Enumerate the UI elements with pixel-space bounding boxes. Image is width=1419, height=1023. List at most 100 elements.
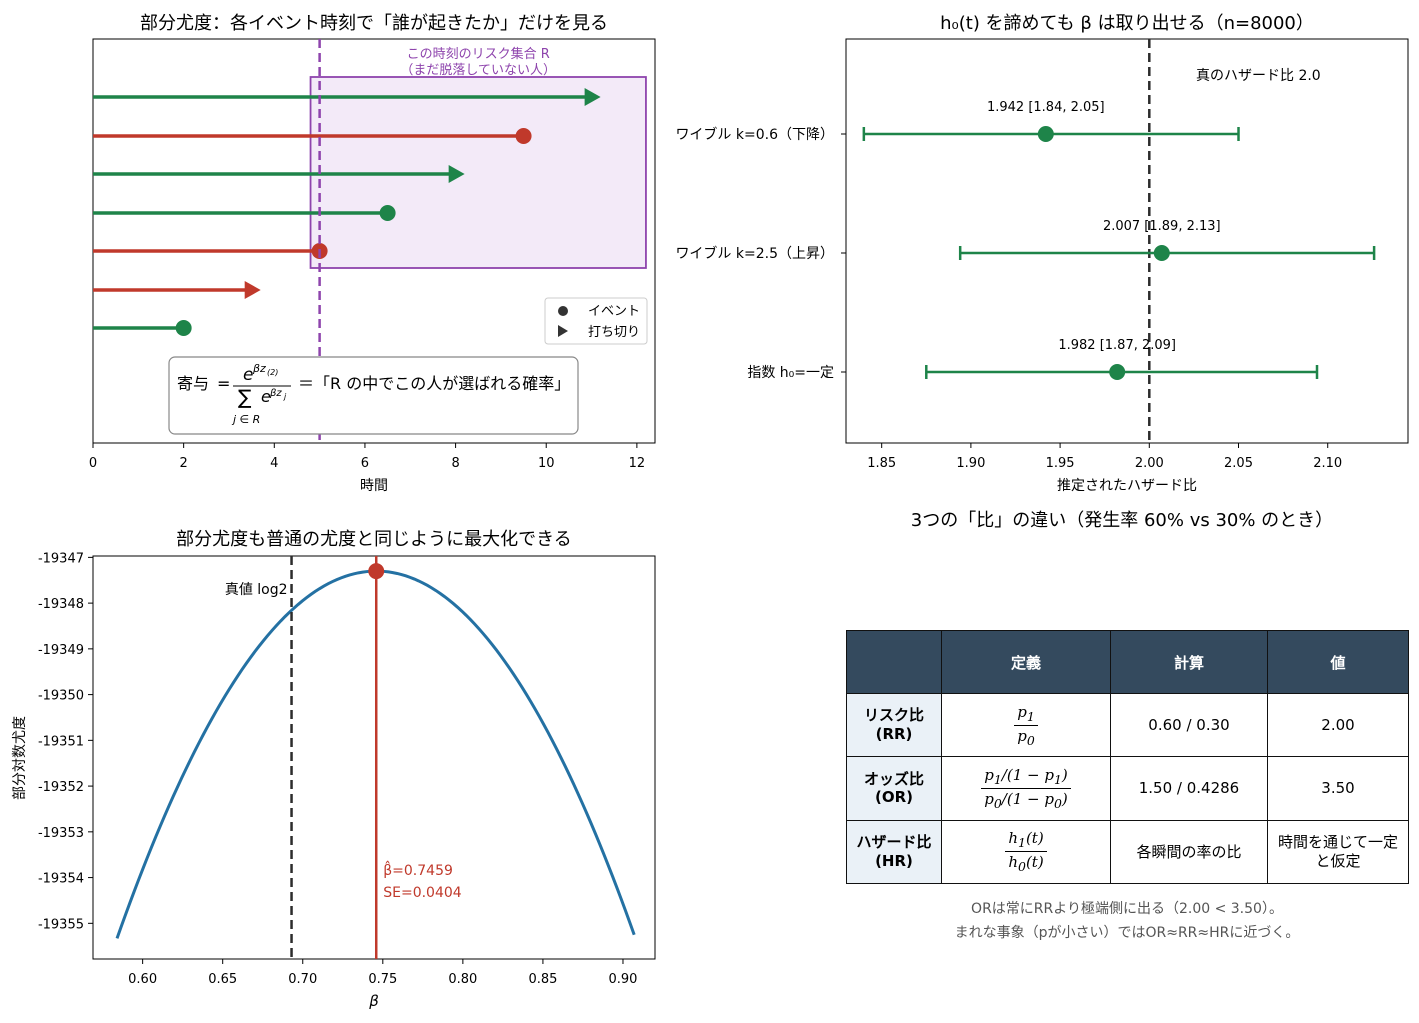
legend-event-label: イベント: [588, 304, 640, 319]
definition-or: p1/(1 − p1) p0/(1 − p0): [941, 756, 1111, 821]
x-tick-label: 0.90: [609, 972, 638, 987]
col-header-definition: 定義: [941, 630, 1111, 694]
svg-text:∑: ∑: [238, 385, 252, 409]
event-marker: [379, 205, 396, 221]
censor-marker: [244, 281, 261, 299]
row-name-hr: ハザード比 (HR): [846, 819, 942, 885]
censor-marker: [448, 165, 465, 183]
x-tick-label: 0.65: [208, 972, 237, 987]
y-tick-label: -19354: [38, 872, 84, 887]
svg-text:j ∈ R: j ∈ R: [231, 413, 260, 426]
value-line: 時間を通じて一定: [1277, 833, 1398, 852]
subject-line: [93, 281, 261, 299]
svg-text:βz: βz: [252, 362, 266, 375]
x-tick-label: 2.05: [1224, 456, 1253, 471]
panel-c-ylabel: 部分対数尤度: [12, 716, 28, 800]
panel-c-xlabel: β: [368, 992, 379, 1010]
row-label: 指数 h₀=一定: [747, 365, 834, 381]
x-tick-label: 0.70: [288, 972, 317, 987]
y-tick-label: -19350: [38, 689, 84, 704]
calc-hr: 各瞬間の率の比: [1110, 819, 1268, 885]
panel-c-frame: [92, 555, 656, 960]
x-tick-label: 2.10: [1313, 456, 1342, 471]
mle-point: [368, 563, 385, 580]
svg-text:e: e: [243, 365, 253, 385]
panel-risk-set: 部分尤度：各イベント時刻で「誰が起きたか」だけを見る この時刻のリスク集合 R …: [89, 13, 656, 494]
formula-label: 寄与: [177, 374, 209, 393]
table-row: リスク比 (RR) p1 p0 0.60 / 0.30 2.00: [846, 692, 1409, 758]
definition-hr: h1(t) h0(t): [941, 819, 1111, 885]
risk-set-label: この時刻のリスク集合 R: [407, 46, 550, 62]
value-line: と仮定: [1315, 851, 1361, 870]
x-tick-label: 0.60: [128, 972, 157, 987]
forest-row: 1.982 [1.87, 2.09] 指数 h₀=一定: [747, 338, 1319, 381]
svg-text:(2): (2): [267, 368, 278, 377]
point-estimate: [1153, 245, 1170, 261]
row-name-line: ハザード比: [856, 833, 932, 852]
panel-b-title: h₀(t) を諦めても β は取り出せる（n=8000）: [940, 13, 1314, 34]
x-tick-label: 1.85: [867, 456, 896, 471]
x-tick-label: 1.90: [956, 456, 985, 471]
subject-line: [93, 128, 532, 144]
y-tick-label: -19347: [38, 551, 84, 566]
x-tick-label: 8: [451, 456, 459, 471]
ratio-comparison-table: 定義 計算 値 リスク比 (RR) p1 p0 0.60 / 0.30 2.00 オ…: [846, 630, 1409, 885]
x-tick-label: 2: [180, 456, 188, 471]
formula-equals: =: [217, 374, 230, 393]
row-abbrev: (RR): [875, 725, 913, 744]
row-name-rr: リスク比 (RR): [846, 692, 942, 758]
forest-row: 2.007 [1.89, 2.13] ワイブル k=2.5（上昇）: [675, 219, 1376, 262]
legend-censor-label: 打ち切り: [588, 325, 640, 340]
y-tick-label: -19352: [38, 780, 84, 795]
table-note-2: まれな事象（pが小さい）ではOR≈RR≈HRに近づく。: [954, 925, 1300, 941]
y-tick-label: -19351: [38, 734, 84, 749]
col-header-blank: [846, 630, 942, 694]
value-hr: 時間を通じて一定 と仮定: [1267, 819, 1409, 885]
svg-text:e: e: [261, 387, 271, 406]
panel-a-title: 部分尤度：各イベント時刻で「誰が起きたか」だけを見る: [140, 13, 608, 34]
point-estimate: [1037, 126, 1054, 142]
svg-text:j: j: [283, 392, 287, 401]
svg-text:βz: βz: [269, 388, 282, 399]
mle-estimate-label: β̂=0.7459: [383, 860, 453, 879]
legend-censor-marker: [558, 325, 568, 337]
definition-rr: p1 p0: [941, 692, 1111, 758]
contribution-formula: 寄与 = e βz (2) ∑ e βz j j ∈ R ＝「R の中でこの人が…: [168, 356, 579, 435]
estimate-annotation: 1.982 [1.87, 2.09]: [1058, 338, 1176, 353]
true-hr-label: 真のハザード比 2.0: [1196, 68, 1321, 84]
estimate-annotation: 2.007 [1.89, 2.13]: [1103, 219, 1221, 234]
legend-event-marker: [558, 306, 568, 316]
col-header-calc: 計算: [1110, 630, 1268, 694]
subject-line: [93, 88, 601, 106]
subject-line: [93, 243, 328, 259]
row-abbrev: (OR): [874, 788, 913, 807]
row-name-or: オッズ比 (OR): [846, 756, 942, 821]
event-marker: [175, 320, 192, 336]
table-note-1: ORは常にRRより極端側に出る（2.00 < 3.50）。: [971, 901, 1283, 917]
panel-b-frame: [845, 38, 1409, 444]
censor-marker: [584, 88, 601, 106]
x-tick-label: 4: [270, 456, 278, 471]
y-tick-label: -19353: [38, 826, 84, 841]
event-marker: [515, 128, 532, 144]
x-tick-label: 12: [629, 456, 646, 471]
mle-se-label: SE=0.0404: [383, 885, 462, 901]
y-tick-label: -19349: [38, 643, 84, 658]
x-tick-label: 0.80: [448, 972, 477, 987]
subject-line: [93, 165, 465, 183]
table-row: オッズ比 (OR) p1/(1 − p1) p0/(1 − p0) 1.50 / 0…: [846, 756, 1409, 821]
y-tick-label: -19355: [38, 917, 84, 932]
col-header-value: 値: [1267, 630, 1409, 694]
legend: イベント 打ち切り: [544, 297, 648, 345]
panel-a-xlabel: 時間: [360, 478, 388, 494]
estimate-annotation: 1.942 [1.84, 2.05]: [987, 100, 1105, 115]
formula-fraction: e βz (2) ∑ e βz j j ∈ R: [231, 362, 291, 426]
x-tick-label: 6: [361, 456, 369, 471]
x-tick-label: 10: [538, 456, 555, 471]
subject-line: [93, 320, 192, 336]
point-estimate: [1109, 364, 1126, 380]
panel-forest: h₀(t) を諦めても β は取り出せる（n=8000） 真のハザード比 2.0…: [675, 13, 1409, 494]
x-tick-label: 0.85: [528, 972, 557, 987]
panel-d-title: 3つの「比」の違い（発生率 60% vs 30% のとき）: [911, 510, 1333, 531]
x-tick-label: 2.00: [1135, 456, 1164, 471]
